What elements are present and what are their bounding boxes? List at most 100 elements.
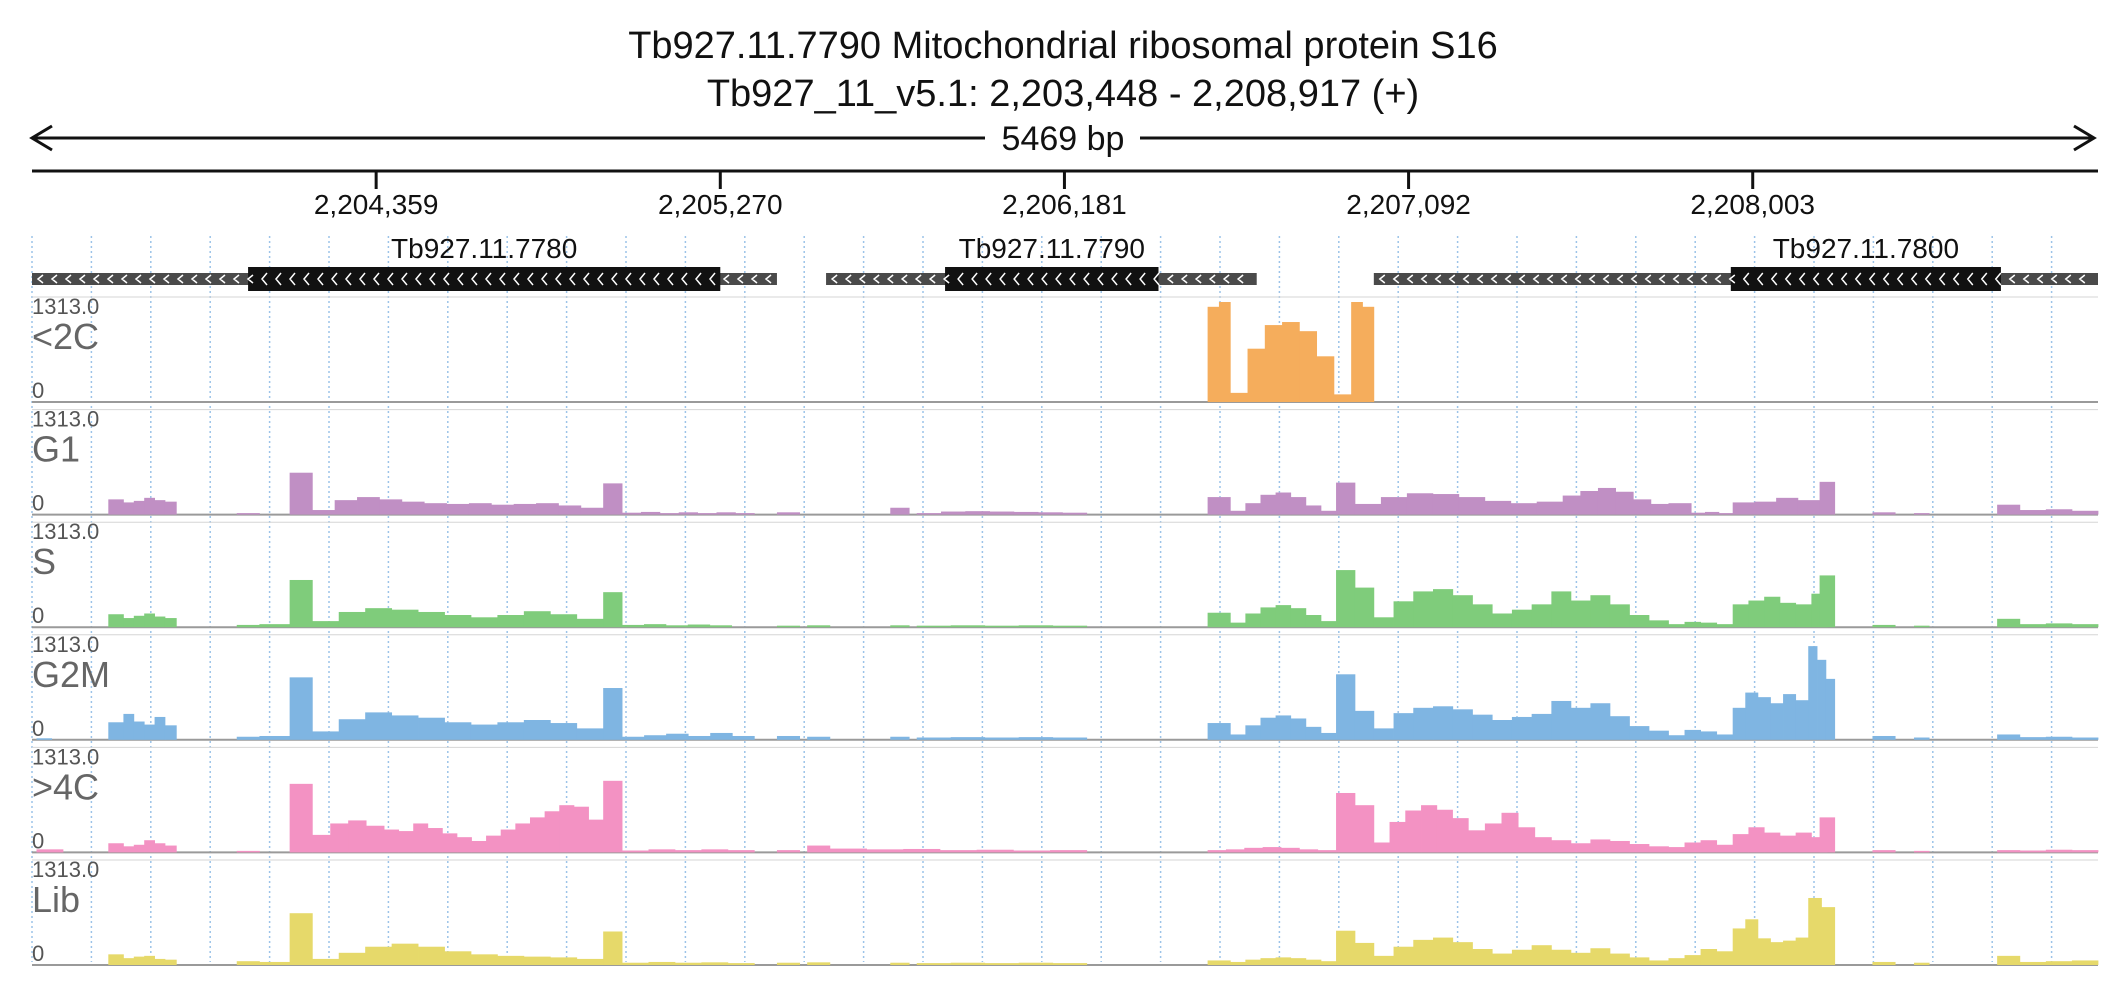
coverage-bar [1245, 725, 1261, 740]
coverage-bar [1590, 703, 1611, 740]
coverage-bar [1511, 949, 1533, 965]
coverage-bar [1534, 837, 1552, 853]
coverage-bar [2071, 850, 2099, 853]
coverage-bar [1413, 707, 1434, 740]
coverage-bar [108, 843, 124, 853]
coverage-bar [941, 511, 966, 515]
coverage-bar [1275, 715, 1292, 740]
coverage-bar [144, 497, 155, 515]
coverage-bar [1413, 939, 1434, 965]
coverage-bar [1316, 356, 1335, 402]
coverage-bar [1872, 735, 1896, 740]
coverage-bar [1354, 805, 1375, 853]
coverage-bar [1732, 834, 1749, 853]
coverage-bar [1354, 503, 1382, 515]
coverage-bar [2071, 510, 2099, 515]
coverage-bar [1230, 510, 1246, 515]
coverage-bar [1472, 949, 1493, 965]
coverage-bar [732, 735, 755, 740]
coverage-bar [1795, 700, 1809, 740]
coverage-bar [523, 720, 551, 740]
coverage-bar [1825, 678, 1836, 740]
coverage-bar [1700, 840, 1718, 853]
coverage-bar [1700, 949, 1718, 965]
coverage-bar [1551, 840, 1572, 853]
coverage-bar [123, 502, 135, 515]
coverage-bar [1264, 325, 1283, 402]
track-ymin-label: 0 [32, 378, 44, 403]
coverage-bar [236, 850, 260, 853]
coverage-bar [1207, 723, 1231, 740]
coverage-bar [1492, 953, 1513, 965]
coverage-bar [1808, 646, 1818, 740]
coverage-bar [1770, 703, 1784, 740]
coverage-bar [573, 806, 589, 853]
coverage-bar [1562, 495, 1581, 515]
coverage-bar [643, 624, 667, 628]
coverage-bar [1511, 716, 1533, 740]
axis-tick-label: 2,208,003 [1690, 189, 1815, 220]
coverage-bar [1336, 930, 1356, 965]
coverage-bar [916, 963, 952, 965]
coverage-bar [1629, 957, 1650, 965]
coverage-bar [36, 738, 53, 740]
coverage-bar [1225, 849, 1245, 853]
coverage-bar [622, 736, 645, 740]
coverage-bar [1819, 817, 1836, 853]
coverage-bar [1997, 955, 2021, 965]
coverage-bar [1299, 849, 1319, 853]
coverage-bar [2045, 623, 2073, 628]
coverage-bar [401, 501, 425, 515]
coverage-bar [338, 952, 366, 965]
coverage-bar [1492, 720, 1513, 740]
coverage-bar [491, 504, 515, 515]
coverage-bar [687, 624, 711, 628]
coverage-bar [1914, 737, 1930, 740]
gene-label: Tb927.11.7800 [1773, 233, 1959, 264]
coverage-bar [1914, 962, 1930, 965]
coverage-bar [1305, 615, 1322, 628]
track-name: <2C [32, 316, 99, 357]
coverage-bar [1373, 955, 1394, 965]
coverage-bar [603, 483, 623, 515]
coverage-bar [470, 617, 498, 628]
coverage-bar [1597, 487, 1616, 515]
coverage-bar [1776, 497, 1799, 515]
coverage-bar [468, 503, 492, 515]
coverage-bar [1531, 713, 1552, 740]
coverage-bar [688, 735, 711, 740]
track-ymin-label: 0 [32, 828, 44, 853]
coverage-bar [550, 957, 578, 965]
coverage-bar [659, 513, 680, 515]
coverage-bar [1629, 844, 1650, 853]
coverage-bar [1406, 493, 1434, 515]
coverage-bar [1531, 945, 1552, 965]
track-ymax-label: 1313.0 [32, 407, 99, 432]
coverage-bar [622, 624, 645, 628]
coverage-bar [398, 831, 414, 853]
coverage-bar [1354, 710, 1375, 740]
coverage-bar [471, 840, 487, 853]
coverage-bar [2045, 509, 2073, 515]
coverage-bar [2019, 850, 2047, 853]
coverage-bar [444, 951, 472, 965]
coverage-track: 1313.0>4C 0 [32, 744, 2099, 854]
coverage-bar [1795, 832, 1812, 853]
coverage-bar [1914, 850, 1930, 853]
track-ymax-label: 1313.0 [32, 294, 99, 319]
coverage-bar [312, 621, 340, 628]
coverage-bar [144, 840, 155, 853]
coverage-bar [108, 614, 124, 628]
coverage-bar [1551, 700, 1572, 740]
coverage-bar [976, 849, 1014, 853]
coverage-bar [984, 625, 1020, 628]
coverage-bar [365, 946, 393, 965]
coverage-bar [939, 850, 978, 853]
track-ymax-label: 1313.0 [32, 519, 99, 544]
coverage-bar [829, 848, 867, 853]
coverage-bar [1299, 331, 1318, 402]
coverage-bar [1230, 961, 1246, 965]
coverage-bar [2045, 849, 2073, 853]
coverage-bar [984, 963, 1020, 965]
coverage-bar [709, 625, 733, 628]
